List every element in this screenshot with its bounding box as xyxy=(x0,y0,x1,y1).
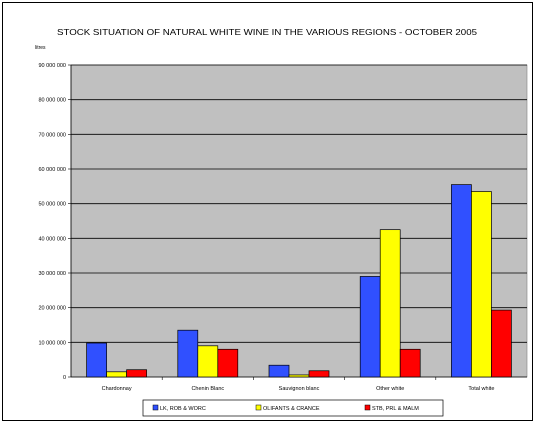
y-tick-label: 0 xyxy=(63,375,66,381)
bar xyxy=(471,191,492,378)
legend xyxy=(142,399,444,417)
bar xyxy=(288,374,310,378)
plot-area xyxy=(70,64,528,378)
bar xyxy=(379,229,401,378)
bar-chart: STOCK SITUATION OF NATURAL WHITE WINE IN… xyxy=(35,27,528,417)
x-tick-label: Chenin Blanc xyxy=(191,386,224,392)
x-tick-label: Chardonnay xyxy=(102,386,132,392)
bar xyxy=(86,342,107,378)
legend-label: STB, PRL & MALM xyxy=(372,406,419,412)
y-axis-label: litres xyxy=(35,45,46,51)
legend-label: LK, ROB & WORC xyxy=(160,406,206,412)
y-tick-label: 10 000 000 xyxy=(38,340,66,346)
y-tick-label: 50 000 000 xyxy=(38,202,66,208)
bars xyxy=(86,184,512,378)
y-tick-label: 70 000 000 xyxy=(38,132,66,138)
y-tick-label: 90 000 000 xyxy=(38,63,66,69)
chart-frame: STOCK SITUATION OF NATURAL WHITE WINE IN… xyxy=(2,2,533,421)
legend-items: LK, ROB & WORC OLIFANTS & CRANCE STB, PRL … xyxy=(152,404,419,412)
y-tick-label: 30 000 000 xyxy=(38,271,66,277)
bar xyxy=(308,370,330,378)
y-tick-label: 60 000 000 xyxy=(38,167,66,173)
bar xyxy=(177,329,199,378)
legend-swatch xyxy=(255,404,262,411)
bar xyxy=(359,276,381,378)
legend-swatch xyxy=(152,404,159,411)
legend-swatch xyxy=(364,404,371,411)
legend-label: OLIFANTS & CRANCE xyxy=(263,406,320,412)
bar xyxy=(106,371,127,378)
x-tick-label: Other white xyxy=(376,386,404,392)
bar xyxy=(217,348,239,378)
chart-title: STOCK SITUATION OF NATURAL WHITE WINE IN… xyxy=(57,27,477,37)
y-tick-label: 40 000 000 xyxy=(38,236,66,242)
bar xyxy=(399,348,421,378)
x-axis-ticks: Chardonnay Chenin Blanc Sauvignon blanc Oth… xyxy=(102,377,494,392)
bar xyxy=(268,364,290,378)
y-tick-label: 20 000 000 xyxy=(38,306,66,312)
bar xyxy=(451,184,472,378)
x-tick-label: Total white xyxy=(468,386,494,392)
x-tick-label: Sauvignon blanc xyxy=(279,386,320,392)
bar xyxy=(197,345,219,378)
y-tick-label: 80 000 000 xyxy=(38,98,66,104)
bar xyxy=(126,369,147,378)
gridlines xyxy=(71,64,527,343)
bar xyxy=(491,309,512,378)
